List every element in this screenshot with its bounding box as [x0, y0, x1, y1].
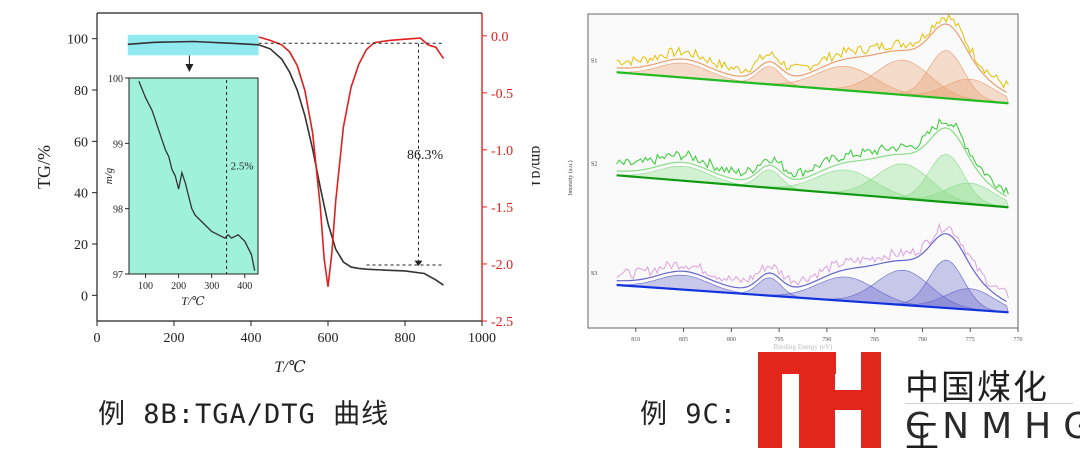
xps-raw-line [616, 222, 1009, 299]
x-axis-label: T/℃ [274, 359, 305, 376]
tga-dtg-chart: 0 200 400 600 800 1000 0 20 40 60 80 100 0.0 -0.5 -1.0… [34, 12, 540, 376]
xps-series-label: S3 [591, 271, 597, 277]
xps-spectra-chart: 810 805 800 795 790 785 780 775 770 Binding Energ… [567, 13, 1023, 351]
xps-x-tick-label: 800 [727, 337, 736, 343]
x-tick-label: 600 [318, 331, 339, 346]
inset-arrow-head [185, 64, 194, 72]
x-tick-label: 0 [94, 331, 101, 346]
x-tick-label: 200 [164, 331, 185, 346]
inset-y-tick-label: 100 [108, 74, 123, 85]
dtg-line [258, 36, 445, 287]
cnmhg-logo: 中国煤化工 CNMHG [755, 348, 1080, 457]
y-tick-label: 100 [67, 33, 88, 48]
y-axis-label: TG/% [34, 145, 54, 189]
y2-tick-label: -2.5 [491, 315, 513, 330]
xps-envelope-line [616, 127, 1007, 197]
xps-y-axis-label: Intensity (a.u.) [567, 160, 574, 195]
xps-x-tick-label: 790 [822, 337, 831, 343]
inset-x-tick-label: 100 [138, 281, 153, 292]
xps-x-tick-label: 795 [775, 337, 784, 343]
highlight-band [127, 34, 259, 56]
inset-x-label: T/℃ [181, 294, 205, 308]
y-tick-label: 20 [74, 238, 88, 253]
inset-y-tick-label: 97 [113, 270, 123, 281]
y-tick-label: 80 [74, 84, 88, 99]
loss-arrow-head [414, 260, 423, 267]
logo-english-text: CNMHG [905, 406, 1080, 447]
xps-x-tick-label: 775 [966, 337, 975, 343]
y2-tick-label: -1.5 [491, 201, 513, 216]
logo-divider [905, 403, 1073, 404]
xps-baseline [616, 71, 1009, 105]
xps-envelope-line [616, 232, 1007, 303]
y-tick-label: 60 [74, 135, 88, 150]
inset-plot-area [128, 77, 259, 275]
xps-x-tick-label: 770 [1014, 337, 1023, 343]
y-tick-label: 40 [74, 187, 88, 202]
tg-line [127, 40, 444, 286]
inset-x-tick-label: 400 [237, 281, 252, 292]
caption-right-text: 例 9C: [640, 399, 738, 430]
inset-y-tick-label: 98 [113, 205, 123, 216]
xps-raw-line [616, 13, 1009, 89]
xps-envelope-line [616, 23, 1007, 93]
y2-tick-label: -1.0 [491, 144, 513, 159]
xps-x-tick-label: 805 [679, 337, 688, 343]
y2-axis-label: dm/dT [528, 146, 540, 189]
y2-tick-label: 0.0 [491, 30, 509, 45]
x-tick-label: 400 [241, 331, 262, 346]
inset-mass-line [138, 81, 256, 271]
y-tick-label: 0 [81, 289, 88, 304]
xps-series-label: S2 [591, 161, 597, 167]
logo-chinese-text: 中国煤化工 [905, 368, 1049, 457]
xps-x-axis-label: Binding Energy (eV) [774, 343, 834, 351]
inset-x-tick-label: 300 [204, 281, 219, 292]
inset-x-tick-label: 200 [171, 281, 186, 292]
loss-annotation: 86.3% [407, 148, 444, 163]
caption-left: 例 8B:TGA/DTG 曲线 [98, 399, 390, 430]
xps-baseline [616, 283, 1009, 314]
xps-x-tick-label: 780 [918, 337, 927, 343]
xps-x-tick-label: 785 [870, 337, 879, 343]
xps-x-tick-label: 810 [631, 337, 640, 343]
logo-mark-icon [758, 352, 881, 448]
xps-raw-line [616, 118, 1009, 195]
xps-baseline [616, 174, 1009, 209]
x-tick-label: 1000 [468, 331, 496, 346]
xps-series-label: S1 [591, 58, 597, 64]
inset-y-tick-label: 99 [113, 139, 123, 150]
inset-y-label: m/g [103, 167, 115, 184]
inset-annotation: 2.5% [231, 160, 254, 172]
x-tick-label: 800 [395, 331, 416, 346]
y2-tick-label: -2.0 [491, 258, 513, 273]
y2-tick-label: -0.5 [491, 87, 513, 102]
caption-right: 例 9C: [640, 392, 737, 431]
